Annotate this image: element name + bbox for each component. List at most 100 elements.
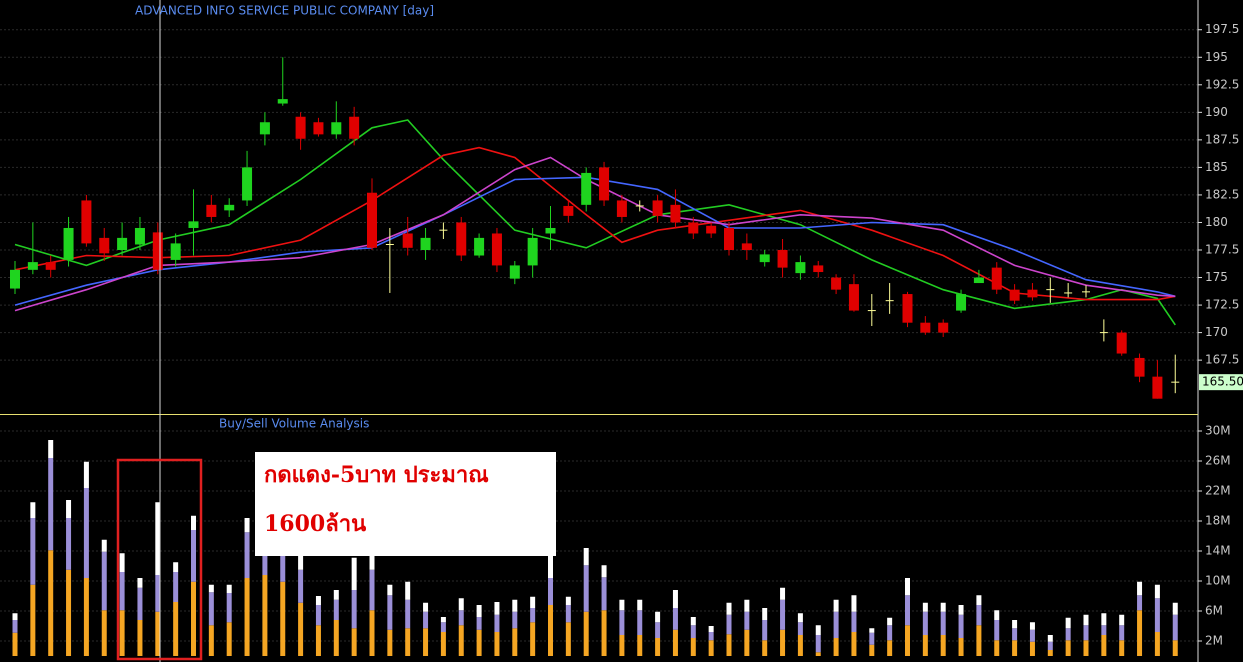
volume-segment (1172, 614, 1178, 641)
volume-segment (905, 625, 910, 656)
volume-segment (244, 578, 250, 656)
y-tick-label: 182.5 (1205, 187, 1239, 201)
volume-segment (619, 610, 625, 635)
candle-body (1064, 292, 1073, 294)
candle-body (99, 237, 110, 254)
candle-body (956, 294, 967, 311)
volume-segment (30, 518, 36, 585)
volume-segment (815, 635, 821, 653)
volume-segment (940, 602, 946, 612)
y-tick-label: 14M (1205, 544, 1231, 558)
volume-segment (101, 551, 107, 611)
volume-segment (66, 518, 72, 570)
candle-body (741, 243, 752, 251)
volume-segment (119, 553, 125, 572)
volume-segment (512, 611, 518, 629)
volume-segment (708, 626, 714, 632)
volume-segment (530, 608, 536, 623)
volume-segment (208, 625, 214, 656)
candle-body (563, 205, 574, 216)
y-tick-label: 18M (1205, 514, 1231, 528)
candle-body (27, 262, 38, 270)
volume-segment (958, 614, 964, 638)
candle-body (724, 227, 734, 251)
candle-body (795, 262, 806, 274)
volume-segment (476, 629, 482, 656)
volume-segment (1029, 622, 1035, 630)
volume-segment (655, 622, 661, 638)
volume-segment (1119, 614, 1125, 626)
candle-body (331, 122, 342, 135)
volume-segment (262, 575, 268, 656)
volume-segment (298, 602, 304, 656)
candle-body (206, 204, 217, 217)
volume-segment (458, 598, 464, 611)
volume-segment (494, 614, 500, 632)
candle-body (509, 265, 520, 279)
volume-segment (280, 554, 286, 582)
candle-body (259, 122, 270, 135)
volume-segment (1137, 595, 1143, 611)
volume-segment (994, 610, 1000, 620)
volume-segment (1012, 620, 1018, 629)
volume-segment (155, 575, 161, 612)
volume-segment (994, 620, 1000, 641)
volume-segment (976, 605, 982, 626)
candle-body (81, 200, 92, 244)
y-tick-label: 26M (1205, 454, 1231, 468)
last-price-label: 165.50 (1202, 375, 1243, 389)
volume-segment (191, 581, 196, 656)
candle-body (349, 116, 360, 139)
candle-body (1116, 332, 1127, 354)
volume-segment (637, 610, 643, 635)
volume-segment (191, 530, 196, 582)
moving-average (14, 119, 1176, 326)
volume-segment (1029, 641, 1035, 656)
volume-segment (797, 613, 803, 623)
volume-segment (12, 613, 18, 620)
volume-segment (1137, 610, 1143, 656)
volume-segment (440, 617, 446, 623)
volume-segment (762, 640, 768, 656)
volume-segment (726, 614, 732, 635)
volume-segment (173, 602, 179, 656)
candle-body (527, 237, 538, 266)
candle-body (1046, 289, 1055, 291)
volume-segment (298, 569, 304, 603)
volume-segment (762, 620, 768, 641)
volume-segment (405, 599, 411, 629)
volume-segment (530, 622, 536, 656)
volume-segment (512, 599, 518, 612)
volume-segment (1172, 602, 1178, 615)
volume-segment (655, 638, 661, 656)
candle-body (117, 237, 128, 251)
volume-segment (423, 628, 429, 656)
candle-body (973, 277, 984, 284)
volume-segment (1137, 581, 1143, 596)
volume-segment (1154, 584, 1160, 599)
volume-segment (601, 577, 607, 611)
volume-segment (494, 602, 500, 615)
volume-segment (1172, 640, 1178, 656)
volume-segment (458, 610, 464, 626)
y-tick-label: 175 (1205, 270, 1228, 284)
candle-body (670, 204, 681, 223)
volume-segment (423, 611, 429, 629)
volume-segment (1029, 629, 1035, 642)
candle-body (1152, 376, 1163, 399)
volume-segment (976, 625, 982, 656)
y-tick-label: 195 (1205, 50, 1228, 64)
volume-segment (869, 628, 875, 633)
volume-segment (226, 584, 232, 593)
volume-segment (744, 611, 750, 630)
volume-segment (333, 590, 339, 600)
volume-segment (583, 611, 589, 656)
volume-segment (1154, 598, 1160, 632)
volume-segment (690, 625, 696, 638)
volume-segment (726, 634, 732, 656)
candle-body (1027, 289, 1038, 298)
note-box (255, 452, 556, 556)
candle-body (581, 172, 592, 205)
volume-segment (976, 595, 982, 605)
